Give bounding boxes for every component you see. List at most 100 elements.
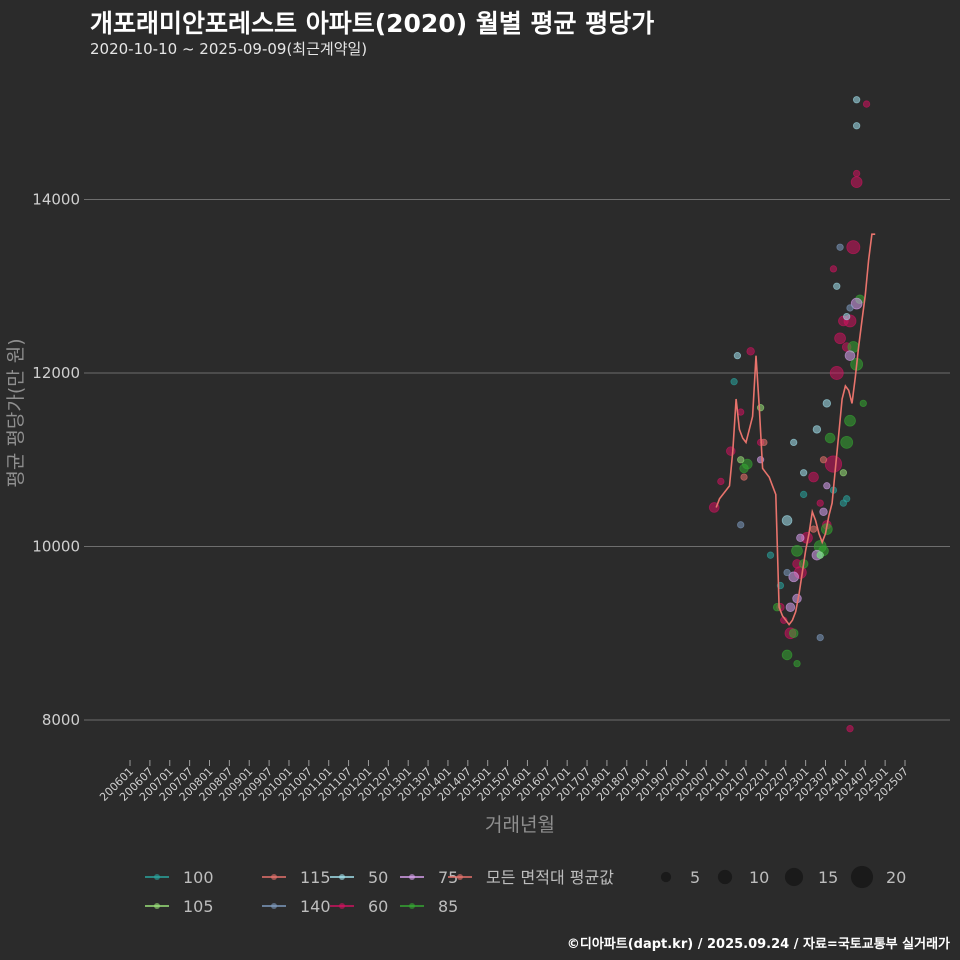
point-50 xyxy=(790,438,798,447)
point-75 xyxy=(819,507,828,516)
point-105 xyxy=(756,404,765,412)
point-140 xyxy=(836,243,844,251)
legend-label: 115 xyxy=(300,868,331,887)
point-85 xyxy=(824,432,836,444)
legend-point-swatch xyxy=(154,903,160,909)
legend-size-label: 10 xyxy=(749,868,769,887)
y-axis-title: 평균 평당가(만 원) xyxy=(5,338,27,487)
legend-point-swatch xyxy=(154,874,160,880)
point-85 xyxy=(859,399,867,408)
point-60 xyxy=(746,347,755,356)
point-60 xyxy=(834,332,846,345)
y-tick-label: 10000 xyxy=(32,538,80,556)
point-60 xyxy=(829,265,838,273)
point-60 xyxy=(850,176,863,188)
legend-point-swatch xyxy=(339,874,345,880)
y-tick-label: 8000 xyxy=(42,711,80,729)
legend-item-60: 60 xyxy=(330,897,388,916)
legend-label: 85 xyxy=(438,897,458,916)
point-115 xyxy=(740,473,748,481)
legend-item-85: 85 xyxy=(400,897,458,916)
point-100 xyxy=(843,495,851,503)
legend-size-20: 20 xyxy=(850,865,906,889)
point-50 xyxy=(843,312,851,321)
legend-label: 60 xyxy=(368,897,388,916)
point-100 xyxy=(730,378,738,386)
legend-size-circle xyxy=(784,867,804,887)
legend-size-label: 20 xyxy=(886,868,906,887)
legend-item-140: 140 xyxy=(262,897,331,916)
point-60 xyxy=(862,100,871,108)
point-75 xyxy=(850,297,863,310)
point-115 xyxy=(809,525,818,533)
legend-size-circle xyxy=(850,865,874,889)
point-140 xyxy=(737,521,745,529)
legend-size-label: 15 xyxy=(818,868,838,887)
point-85 xyxy=(793,659,801,668)
legend-size-10: 10 xyxy=(717,868,769,887)
point-75 xyxy=(785,602,796,612)
legend-point-swatch xyxy=(271,903,277,909)
point-50 xyxy=(833,282,841,290)
legend-label: 모든 면적대 평균값 xyxy=(486,868,614,887)
legend-size-circle xyxy=(717,869,733,885)
point-105 xyxy=(839,469,848,477)
legend-size-circle xyxy=(660,871,672,883)
point-85 xyxy=(791,544,803,557)
x-axis: 2006012006072007012007072008012008072009… xyxy=(97,760,911,804)
point-85 xyxy=(742,458,753,470)
point-50 xyxy=(733,351,742,360)
y-axis: 8000 10000 12000 14000 xyxy=(32,191,80,730)
point-60 xyxy=(829,366,844,380)
point-105 xyxy=(737,456,745,464)
legend-label: 100 xyxy=(183,868,214,887)
point-85 xyxy=(844,414,856,427)
point-85 xyxy=(840,435,854,449)
point-75 xyxy=(796,533,805,543)
legend-item-105: 105 xyxy=(145,897,214,916)
x-axis-title: 거래년월 xyxy=(485,814,555,836)
point-60 xyxy=(726,446,736,456)
point-60 xyxy=(852,169,861,178)
average-price-line xyxy=(715,233,876,626)
y-tick-label: 14000 xyxy=(32,191,80,209)
point-140 xyxy=(846,304,854,312)
points-layer xyxy=(708,96,871,733)
footer-credit: ©디아파트(dapt.kr) / 2025.09.24 / 자료=국토교통부 실… xyxy=(566,937,950,952)
legend-item-모든 면적대 평균값: 모든 면적대 평균값 xyxy=(448,868,614,887)
point-115 xyxy=(819,456,828,464)
legend-label: 50 xyxy=(368,868,388,887)
point-60 xyxy=(824,455,843,473)
point-50 xyxy=(822,399,832,408)
legend-size-label: 5 xyxy=(690,868,700,887)
point-50 xyxy=(812,425,822,434)
y-tick-label: 12000 xyxy=(32,364,80,382)
point-75 xyxy=(788,571,800,583)
point-85 xyxy=(781,649,793,661)
point-50 xyxy=(799,469,808,477)
point-50 xyxy=(781,515,793,526)
point-60 xyxy=(717,477,725,486)
legend-label: 140 xyxy=(300,897,331,916)
point-75 xyxy=(844,350,856,361)
legend-point-swatch xyxy=(457,874,463,880)
legend-point-swatch xyxy=(271,874,277,880)
legend-size-5: 5 xyxy=(660,868,700,887)
point-50 xyxy=(852,122,861,130)
point-85 xyxy=(788,628,799,639)
point-60 xyxy=(846,240,861,255)
chart-title: 개포래미안포레스트 아파트(2020) 월별 평균 평당가 xyxy=(90,9,655,38)
chart-subtitle: 2020-10-10 ~ 2025-09-09(최근계약일) xyxy=(90,40,368,58)
point-60 xyxy=(808,471,819,483)
point-140 xyxy=(816,633,824,642)
legend-size-15: 15 xyxy=(784,867,838,887)
point-140 xyxy=(783,568,791,577)
point-60 xyxy=(846,725,854,733)
legend-point-swatch xyxy=(409,874,415,880)
point-100 xyxy=(799,490,808,499)
legend-point-swatch xyxy=(339,903,345,909)
legend-item-50: 50 xyxy=(330,868,388,887)
legend-item-100: 100 xyxy=(145,868,214,887)
point-105 xyxy=(816,551,824,559)
